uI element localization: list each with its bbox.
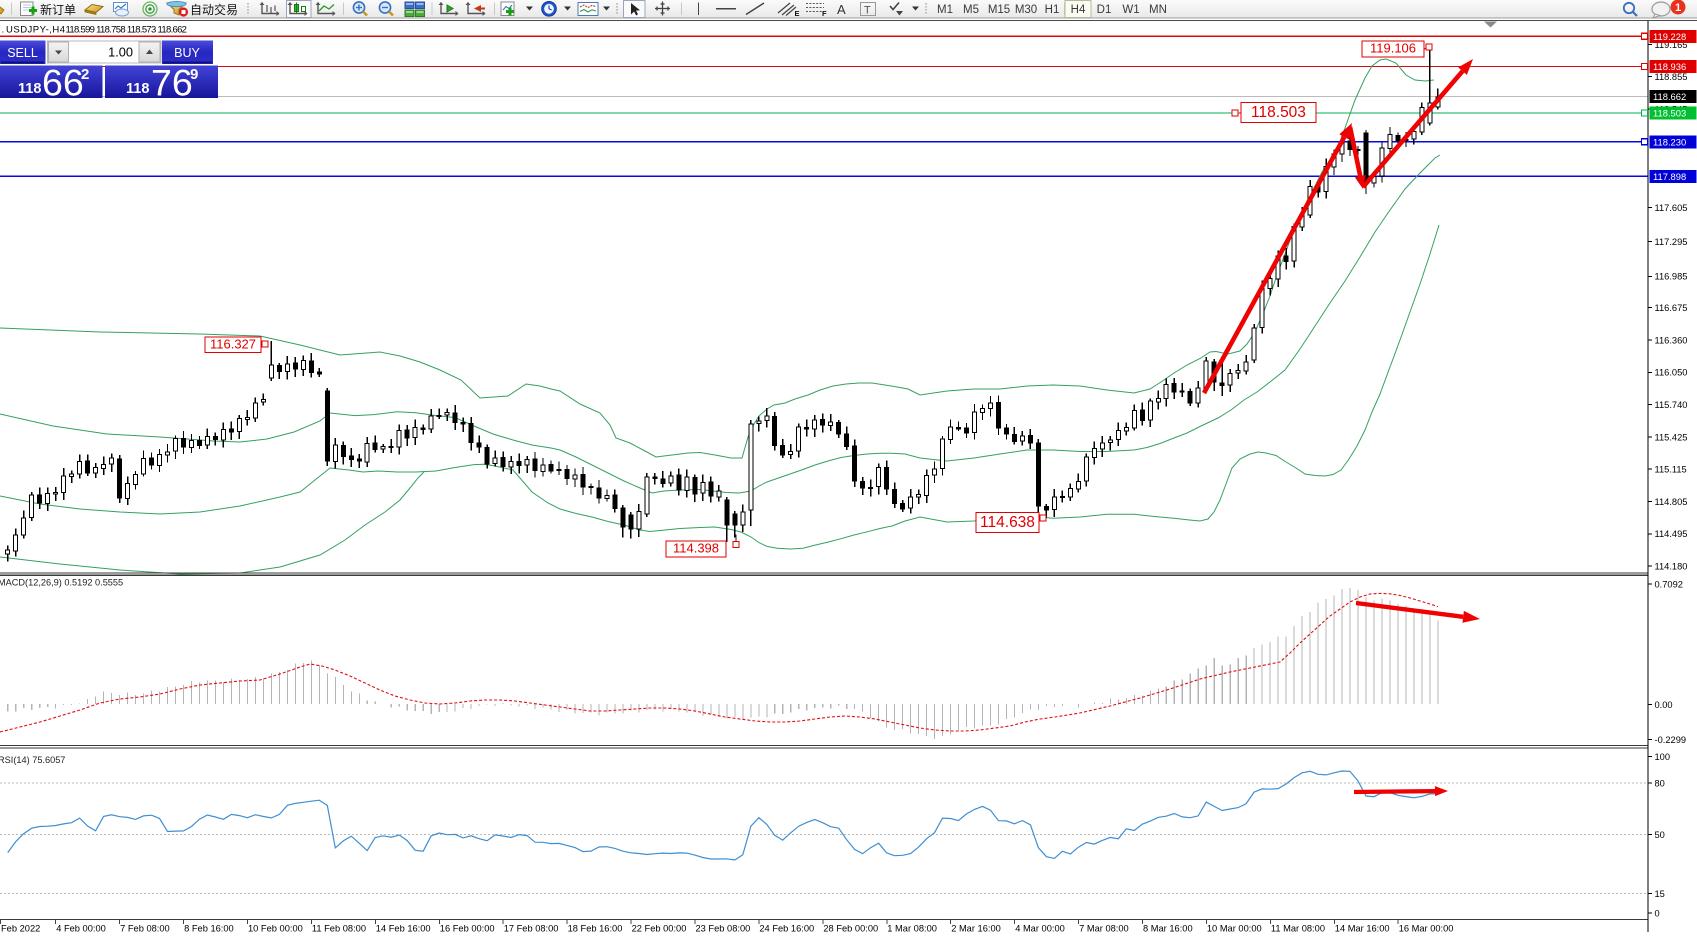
svg-text:0.00: 0.00 bbox=[1655, 700, 1673, 710]
svg-text:7 Feb 08:00: 7 Feb 08:00 bbox=[120, 924, 170, 934]
svg-text:118.503: 118.503 bbox=[1251, 104, 1306, 121]
svg-text:H4: H4 bbox=[1071, 4, 1086, 16]
svg-text:114.805: 114.805 bbox=[1655, 497, 1688, 507]
svg-text:M30: M30 bbox=[1015, 4, 1037, 16]
svg-text:15: 15 bbox=[1655, 889, 1665, 899]
svg-text:H1: H1 bbox=[1045, 4, 1060, 16]
svg-text:115.740: 115.740 bbox=[1655, 400, 1688, 410]
svg-text:118.662: 118.662 bbox=[1653, 91, 1686, 102]
svg-text:117.605: 117.605 bbox=[1655, 203, 1688, 213]
svg-text:118.230: 118.230 bbox=[1653, 136, 1686, 147]
svg-text:17 Feb 08:00: 17 Feb 08:00 bbox=[504, 924, 559, 934]
svg-text:0: 0 bbox=[1655, 908, 1660, 918]
svg-text:114.398: 114.398 bbox=[673, 541, 719, 556]
svg-text:16 Feb 00:00: 16 Feb 00:00 bbox=[440, 924, 495, 934]
svg-text:1.00: 1.00 bbox=[108, 45, 133, 60]
svg-text:22 Feb 00:00: 22 Feb 00:00 bbox=[632, 924, 687, 934]
svg-text:10 Mar 00:00: 10 Mar 00:00 bbox=[1207, 924, 1262, 934]
svg-text:115.115: 115.115 bbox=[1655, 465, 1687, 475]
svg-text:4 Mar 00:00: 4 Mar 00:00 bbox=[1015, 924, 1065, 934]
svg-text:116.675: 116.675 bbox=[1655, 303, 1688, 313]
svg-text:.: . bbox=[2, 25, 5, 36]
svg-text:18 Feb 16:00: 18 Feb 16:00 bbox=[568, 924, 623, 934]
svg-text:116.985: 116.985 bbox=[1655, 272, 1688, 282]
svg-text:W1: W1 bbox=[1122, 4, 1139, 16]
svg-text:1: 1 bbox=[1675, 2, 1681, 14]
svg-text:M5: M5 bbox=[963, 4, 979, 16]
svg-text:76: 76 bbox=[151, 62, 193, 104]
svg-text:114.180: 114.180 bbox=[1655, 561, 1688, 571]
svg-text:2: 2 bbox=[81, 66, 89, 83]
svg-text:24 Feb 16:00: 24 Feb 16:00 bbox=[759, 924, 814, 934]
svg-text:T: T bbox=[864, 5, 871, 17]
svg-text:USDJPY-,H4: USDJPY-,H4 bbox=[6, 25, 66, 36]
svg-text:MN: MN bbox=[1149, 4, 1167, 16]
svg-text:2 Mar 16:00: 2 Mar 16:00 bbox=[951, 924, 1001, 934]
svg-text:SELL: SELL bbox=[7, 46, 38, 60]
svg-text:11 Mar 08:00: 11 Mar 08:00 bbox=[1271, 924, 1325, 934]
svg-text:119.106: 119.106 bbox=[1370, 41, 1416, 56]
svg-text:自动交易: 自动交易 bbox=[190, 2, 238, 17]
svg-text:M1: M1 bbox=[937, 4, 953, 16]
svg-text:E: E bbox=[795, 9, 800, 18]
svg-text:14 Mar 16:00: 14 Mar 16:00 bbox=[1335, 924, 1390, 934]
svg-text:114.638: 114.638 bbox=[980, 514, 1035, 531]
svg-text:11 Feb 08:00: 11 Feb 08:00 bbox=[312, 924, 366, 934]
svg-text:118: 118 bbox=[18, 81, 41, 97]
svg-text:118.503: 118.503 bbox=[1653, 108, 1686, 119]
svg-text:118.936: 118.936 bbox=[1653, 61, 1686, 72]
svg-text:23 Feb 08:00: 23 Feb 08:00 bbox=[696, 924, 751, 934]
svg-text:新订单: 新订单 bbox=[40, 2, 76, 17]
svg-text:116.050: 116.050 bbox=[1655, 368, 1688, 378]
svg-text:116.327: 116.327 bbox=[210, 336, 256, 351]
svg-text:119.228: 119.228 bbox=[1653, 31, 1686, 42]
svg-text:7 Mar 08:00: 7 Mar 08:00 bbox=[1079, 924, 1129, 934]
svg-text:118.599 118.758 118.573 118.66: 118.599 118.758 118.573 118.662 bbox=[66, 25, 187, 36]
svg-text:118.855: 118.855 bbox=[1655, 72, 1688, 82]
svg-text:MACD(12,26,9) 0.5192 0.5555: MACD(12,26,9) 0.5192 0.5555 bbox=[0, 578, 123, 588]
svg-text:9: 9 bbox=[190, 66, 198, 83]
svg-text:D1: D1 bbox=[1097, 4, 1112, 16]
svg-text:80: 80 bbox=[1655, 778, 1665, 788]
svg-text:A: A bbox=[837, 2, 846, 17]
svg-text:F: F bbox=[822, 9, 827, 18]
svg-text:14 Feb 16:00: 14 Feb 16:00 bbox=[376, 924, 431, 934]
svg-text:M15: M15 bbox=[988, 4, 1010, 16]
svg-text:66: 66 bbox=[42, 62, 84, 104]
svg-text:1 Mar 08:00: 1 Mar 08:00 bbox=[887, 924, 937, 934]
svg-text:117.898: 117.898 bbox=[1653, 171, 1686, 182]
svg-text:116.360: 116.360 bbox=[1655, 335, 1688, 345]
svg-text:16 Mar 00:00: 16 Mar 00:00 bbox=[1399, 924, 1454, 934]
svg-text:8 Feb 16:00: 8 Feb 16:00 bbox=[184, 924, 234, 934]
svg-text:119.165: 119.165 bbox=[1655, 40, 1688, 50]
svg-text:118: 118 bbox=[126, 81, 149, 97]
svg-text:RSI(14) 75.6057: RSI(14) 75.6057 bbox=[0, 755, 65, 765]
svg-text:50: 50 bbox=[1655, 830, 1665, 840]
svg-text:8 Mar 16:00: 8 Mar 16:00 bbox=[1143, 924, 1193, 934]
svg-text:0.7092: 0.7092 bbox=[1655, 579, 1683, 589]
svg-text:4 Feb 00:00: 4 Feb 00:00 bbox=[56, 924, 106, 934]
svg-text:28 Feb 00:00: 28 Feb 00:00 bbox=[823, 924, 878, 934]
svg-text:117.295: 117.295 bbox=[1655, 237, 1688, 247]
svg-text:100: 100 bbox=[1655, 752, 1671, 762]
svg-text:Feb 2022: Feb 2022 bbox=[1, 924, 40, 934]
svg-text:115.425: 115.425 bbox=[1655, 432, 1688, 442]
svg-text:-0.2299: -0.2299 bbox=[1655, 735, 1687, 745]
svg-text:114.495: 114.495 bbox=[1655, 529, 1688, 539]
svg-text:10 Feb 00:00: 10 Feb 00:00 bbox=[248, 924, 303, 934]
svg-text:BUY: BUY bbox=[174, 46, 200, 60]
